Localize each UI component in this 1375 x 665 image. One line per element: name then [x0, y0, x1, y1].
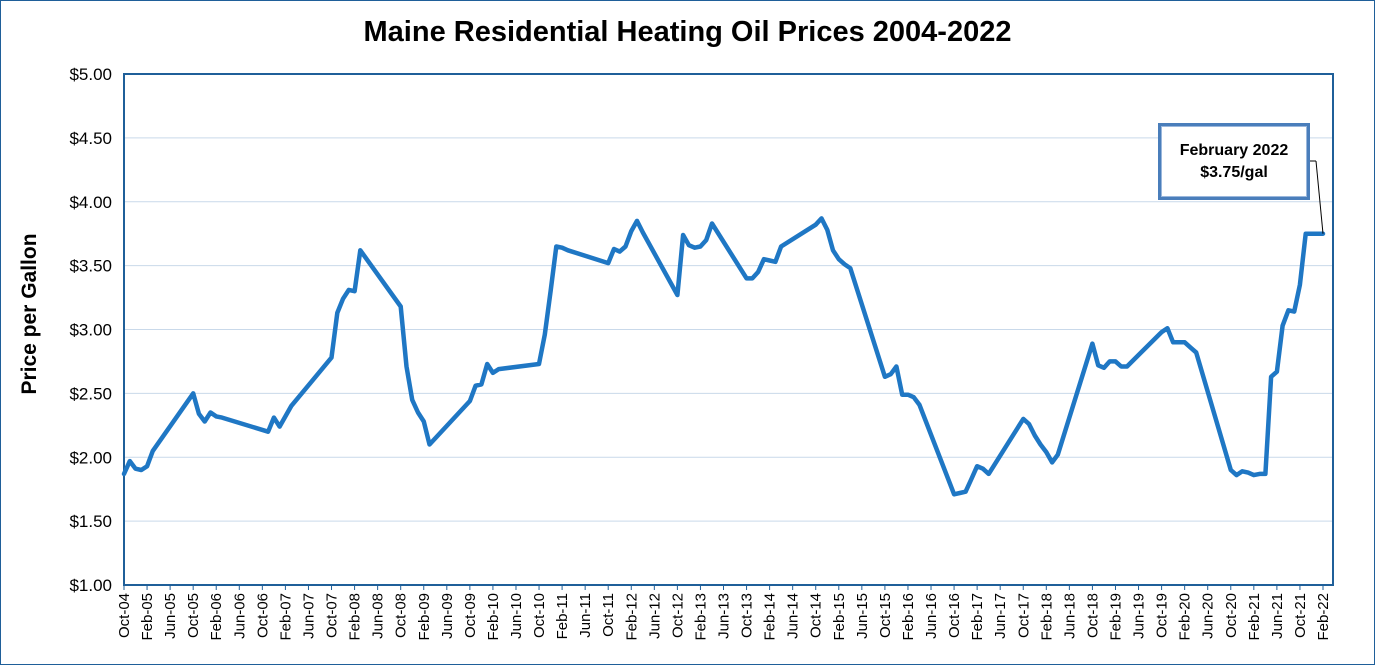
x-tick-label: Feb-11	[554, 593, 571, 639]
x-tick-label: Feb-06	[208, 593, 225, 641]
y-tick-label: $2.50	[69, 384, 112, 403]
y-tick-label: $3.00	[69, 321, 112, 340]
y-tick-label: $3.50	[69, 257, 112, 276]
y-tick-label: $1.00	[69, 576, 112, 595]
x-tick-label: Feb-08	[347, 593, 364, 641]
x-tick-label: Jun-05	[162, 593, 179, 639]
y-tick-label: $1.50	[69, 512, 112, 531]
x-tick-label: Feb-13	[692, 593, 709, 641]
x-tick-label: Jun-19	[1131, 593, 1148, 639]
x-tick-label: Feb-19	[1107, 593, 1124, 641]
x-tick-label: Feb-18	[1038, 593, 1055, 641]
x-tick-label: Oct-11	[600, 593, 617, 637]
x-tick-label: Oct-17	[1015, 593, 1032, 638]
x-tick-label: Jun-09	[439, 593, 456, 639]
x-tick-label: Oct-07	[324, 593, 341, 638]
x-tick-label: Jun-16	[923, 593, 940, 639]
plot-area-border	[123, 73, 1334, 586]
x-tick-label: Jun-10	[508, 593, 525, 639]
x-tick-label: Feb-10	[485, 593, 502, 641]
x-tick-label: Feb-16	[900, 593, 917, 641]
x-tick-label: Feb-17	[969, 593, 986, 641]
x-tick-label: Feb-09	[416, 593, 433, 641]
x-tick-label: Jun-11	[577, 593, 594, 638]
series-layer	[121, 216, 1326, 497]
x-tick-label: Jun-15	[854, 593, 871, 639]
x-tick-label: Feb-07	[277, 593, 294, 641]
x-tick-label: Oct-21	[1292, 593, 1309, 638]
x-tick-label: Oct-15	[877, 593, 894, 638]
x-tick-label: Jun-14	[785, 593, 802, 639]
x-tick-label: Oct-10	[531, 593, 548, 638]
x-tick-label: Oct-05	[185, 593, 202, 638]
x-tick-label: Jun-07	[300, 593, 317, 639]
x-tick-label: Feb-14	[762, 593, 779, 641]
y-tick-label: $2.00	[69, 448, 112, 467]
x-tick-label: Oct-13	[739, 593, 756, 638]
x-tick-label: Feb-22	[1315, 593, 1332, 641]
annotation-line1: February 2022	[1179, 141, 1289, 159]
x-tick-label: Oct-14	[808, 593, 825, 638]
x-tick-label: Oct-12	[669, 593, 686, 638]
x-tick-label: Oct-16	[946, 593, 963, 638]
y-tick-label: $5.00	[69, 65, 112, 84]
x-tick-label: Feb-15	[831, 593, 848, 641]
x-tick-label: Oct-04	[116, 593, 133, 638]
x-tick-label: Oct-09	[462, 593, 479, 638]
x-tick-label: Oct-20	[1223, 593, 1240, 638]
x-tick-label: Jun-08	[370, 593, 387, 639]
series-line	[121, 216, 1326, 497]
y-tick-label: $4.50	[69, 129, 112, 148]
x-tick-label: Feb-12	[623, 593, 640, 641]
x-tick-label: Jun-21	[1269, 593, 1286, 639]
x-tick-label: Oct-18	[1084, 593, 1101, 638]
x-tick-label: Jun-17	[992, 593, 1009, 639]
x-tick-label: Jun-13	[716, 593, 733, 639]
gridlines	[124, 137, 1333, 522]
x-tick-label: Oct-19	[1154, 593, 1171, 638]
x-tick-label: Jun-18	[1061, 593, 1078, 639]
x-tick-label: Oct-06	[254, 593, 271, 638]
x-axis-ticks: Oct-04 Feb-05 Jun-05 Oct-05 Feb-06 Jun-06 Oct-…	[116, 585, 1332, 641]
x-tick-label: Jun-12	[646, 593, 663, 639]
x-tick-label: Jun-06	[231, 593, 248, 639]
x-tick-label: Feb-20	[1177, 593, 1194, 641]
x-tick-label: Oct-08	[393, 593, 410, 638]
x-tick-label: Feb-21	[1246, 593, 1263, 641]
x-tick-label: Feb-05	[139, 593, 156, 641]
callout-leader-vertical	[1315, 160, 1324, 234]
annotation-callout: February 2022 $3.75/gal	[1158, 123, 1310, 200]
annotation-line2: $3.75/gal	[1200, 163, 1268, 181]
x-tick-label: Jun-20	[1200, 593, 1217, 639]
chart-title: Maine Residential Heating Oil Prices 200…	[363, 16, 1012, 48]
y-tick-label: $4.00	[69, 193, 112, 212]
y-axis-ticks: $1.00 $1.50 $2.00 $2.50 $3.00 $3.50 $4.00 $4.50…	[69, 65, 112, 595]
